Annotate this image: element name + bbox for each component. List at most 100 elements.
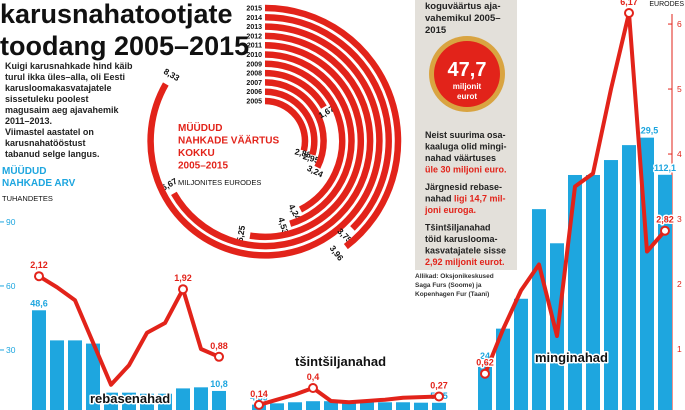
note-text: nahad väärtuses: [425, 153, 496, 163]
intro-text: Kuigi karusnahkade hind käib: [5, 61, 133, 71]
y-axis-title: MÜÜDUD: [2, 164, 46, 177]
note-text: kasvatajatele sisse: [425, 246, 506, 256]
year-label: 2005: [246, 99, 262, 106]
note-text: kaaluga olid mingi-: [425, 142, 507, 152]
y2-tick-label: 1: [677, 344, 682, 354]
bar: [514, 298, 528, 410]
y-tick-label: 30: [6, 345, 16, 355]
year-label: 2010: [246, 52, 262, 59]
note-text: nahad: [425, 194, 454, 204]
source-text: Saga Furs (Soome) ja: [415, 282, 482, 289]
intro-text: karusnahatööstust: [5, 138, 86, 148]
value-label: 3,96: [328, 243, 346, 262]
bar: [360, 402, 374, 410]
value-label: 5,25: [235, 225, 248, 243]
bar-label: 24: [480, 351, 490, 361]
line-label: 6,17: [620, 0, 638, 7]
y-axis-unit: TUHANDETES: [2, 194, 53, 203]
line-marker: [480, 368, 490, 379]
note-text: Tšintšiljanahad: [425, 223, 491, 233]
line-marker: [308, 383, 318, 394]
intro-text: Viimastel aastatel on: [5, 127, 94, 137]
year-label: 2008: [246, 71, 262, 78]
bar: [604, 160, 618, 410]
note-line: Neist suurima osa-: [425, 130, 506, 140]
radial-title: KOKKU: [178, 148, 215, 159]
series-name: tšintšiljanahad: [295, 354, 386, 369]
bar: [104, 392, 118, 410]
intro-text: karusloomakasvatajatele: [5, 83, 112, 93]
y-tick-label: 60: [6, 281, 16, 291]
bar: [270, 403, 284, 410]
ring-arc: [264, 4, 402, 250]
bar: [194, 387, 208, 410]
note-line: töid karusloomа-: [425, 234, 498, 244]
radial-title: 2005–2015: [178, 161, 228, 172]
ring-arc: [264, 60, 346, 213]
title: toodang 2005–2015: [0, 31, 249, 61]
bar: [306, 401, 320, 410]
ring-arc: [264, 51, 355, 227]
bar: [288, 402, 302, 410]
year-label: 2013: [246, 24, 262, 31]
bar: [396, 402, 410, 410]
bar: [658, 174, 672, 410]
line-marker: [624, 7, 634, 18]
bar: [324, 401, 338, 410]
value-label: 2,95: [302, 151, 321, 165]
line-label: 0,27: [430, 380, 448, 390]
y2-tick-label: 3: [677, 214, 682, 224]
bar: [342, 401, 356, 410]
coin: [434, 41, 500, 107]
note-line: kasvatajatele sisse: [425, 246, 506, 256]
value-label: 4,53: [276, 216, 290, 235]
ring-arc: [249, 41, 364, 241]
value-label: 8,33: [162, 66, 182, 83]
note-highlight: ligi 14,7 mil-: [454, 194, 506, 204]
note-line: 2,92 miljonit eurot.: [425, 257, 505, 267]
note-text: Neist suurima osa-: [425, 130, 506, 140]
bar: [140, 393, 154, 410]
bar: [432, 402, 446, 410]
line-marker: [214, 351, 224, 362]
bar-label: 48,6: [30, 298, 48, 308]
bar: [68, 340, 82, 410]
line-marker: [34, 271, 44, 282]
bar: [532, 209, 546, 410]
line: [258, 386, 440, 407]
source-text: Kopenhagen Fur (Taani): [415, 291, 489, 298]
series-name: minginahad: [535, 350, 608, 365]
line-label: 1,92: [174, 273, 192, 283]
year-label: 2015: [246, 6, 262, 13]
bar: [622, 145, 636, 410]
note-line: joni euroga.: [424, 205, 476, 215]
line-label: 0,62: [476, 358, 494, 368]
year-label: 2007: [246, 80, 262, 87]
bar: [568, 174, 582, 410]
ring-arc: [264, 88, 318, 156]
line-marker: [254, 399, 264, 410]
ring-arc: [171, 32, 374, 250]
panel-text: vahemikul 2005–: [425, 13, 501, 24]
year-label: 2014: [246, 15, 262, 22]
bar: [86, 343, 100, 410]
y2-tick-label: 5: [677, 84, 682, 94]
coin-text: miljonit: [453, 82, 482, 91]
bar-label: 4,39: [250, 393, 268, 403]
note-line: üle 30 miljoni euro.: [425, 165, 507, 175]
line: [37, 274, 220, 387]
line-marker: [178, 284, 188, 295]
note-highlight: joni euroga.: [424, 205, 476, 215]
line-label: 0,4: [307, 372, 320, 382]
bar-label: 10,8: [210, 379, 228, 389]
panel-text: koguväärtus aja-: [425, 1, 501, 12]
radial-title: MÜÜDUD: [178, 121, 222, 134]
bar-label: 129,5: [636, 126, 659, 136]
bar: [212, 390, 226, 410]
radial-title: NAHKADE VÄÄRTUS: [178, 134, 279, 147]
value-label: 3,24: [306, 163, 326, 179]
source-text: Allikad: Oksjonikeskused: [415, 273, 494, 280]
bar: [496, 328, 510, 410]
y2-tick-label: 4: [677, 149, 682, 159]
bar: [414, 402, 428, 410]
